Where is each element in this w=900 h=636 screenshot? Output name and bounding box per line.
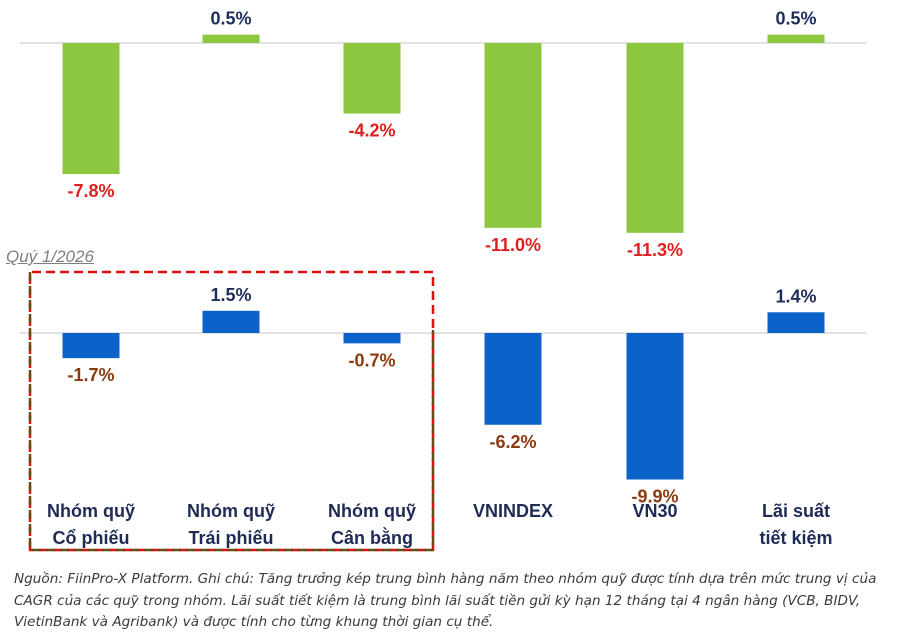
highlight-box-bottom-left (28, 272, 435, 552)
bar (202, 310, 260, 333)
bar (626, 43, 684, 233)
bar (767, 34, 825, 43)
category-label: VNINDEX (472, 501, 553, 521)
data-label: -0.7% (348, 350, 395, 370)
data-label: -11.3% (627, 240, 683, 260)
top-series: -7.8% 0.5% -4.2% -11.0% -11.3% 0.5% (62, 9, 825, 260)
data-label: -11.0% (485, 235, 541, 255)
bar (202, 34, 260, 43)
bar (343, 43, 401, 114)
category-label: Nhóm quỹ Cân bằng (328, 501, 416, 548)
bar (343, 333, 401, 344)
data-label: -1.7% (67, 365, 114, 385)
data-label: 0.5% (210, 9, 251, 29)
period-label: Quý 1/2026 (6, 247, 94, 266)
data-label: 1.4% (775, 286, 816, 306)
bar (626, 333, 684, 480)
data-label: -6.2% (489, 432, 536, 452)
bar (62, 43, 120, 175)
category-label: Nhóm quỹ Cổ phiếu (47, 501, 135, 548)
bar (767, 312, 825, 333)
data-label: 0.5% (775, 9, 816, 29)
category-label: VN30 (632, 501, 678, 521)
data-label: -7.8% (67, 181, 114, 201)
bar-charts: -7.8% 0.5% -4.2% -11.0% -11.3% 0.5% -1.7% 1.5%… (20, 9, 866, 552)
bottom-series: -1.7% 1.5% -0.7% -6.2% -9.9% 1.4% (62, 285, 825, 507)
bar (62, 333, 120, 359)
bar (484, 333, 542, 425)
data-label: 1.5% (210, 285, 251, 305)
data-label: -9.9% (631, 487, 678, 507)
category-label: Nhóm quỹ Trái phiếu (187, 501, 275, 548)
bar (484, 43, 542, 228)
data-label: -4.2% (348, 121, 395, 141)
footnote: Nguồn: FiinPro-X Platform. Ghi chú: Tăng… (14, 571, 877, 630)
category-label: Lãi suất tiết kiệm (759, 501, 833, 548)
